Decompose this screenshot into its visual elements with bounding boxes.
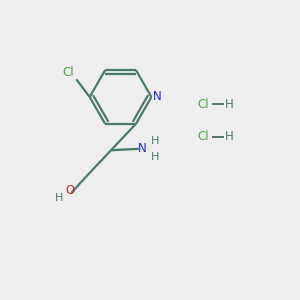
Text: H: H (151, 152, 159, 162)
Text: H: H (151, 136, 159, 146)
Text: H: H (55, 193, 63, 203)
Text: H: H (225, 98, 234, 111)
Text: N: N (152, 91, 161, 103)
Text: Cl: Cl (62, 66, 74, 80)
Polygon shape (90, 70, 152, 124)
Text: O: O (65, 184, 74, 196)
Text: H: H (225, 130, 234, 143)
Text: Cl: Cl (197, 98, 209, 111)
Text: Cl: Cl (197, 130, 209, 143)
Text: N: N (138, 142, 147, 155)
